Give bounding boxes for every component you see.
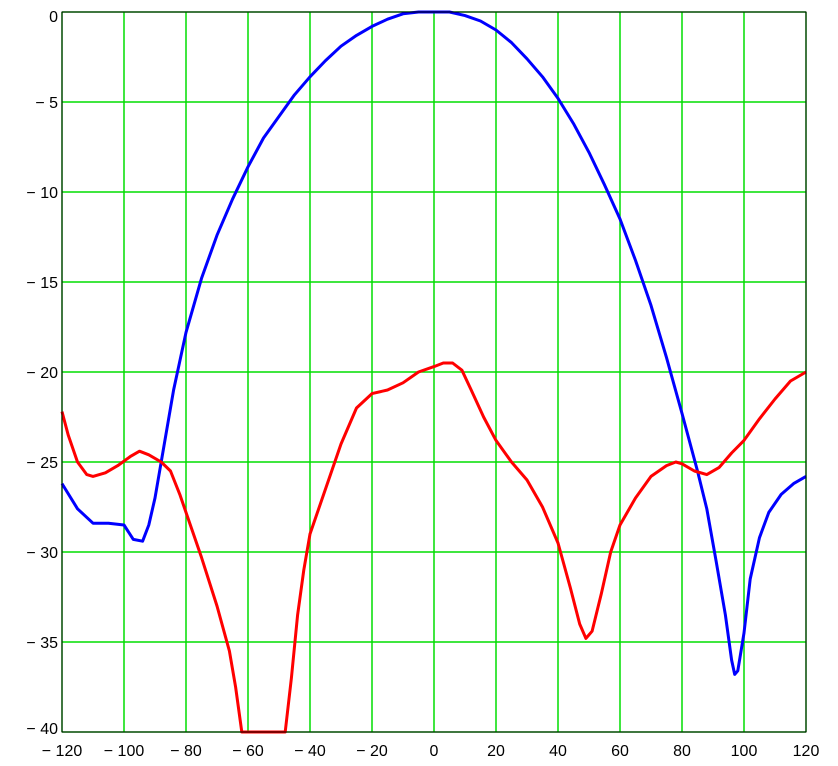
series-line-1 [60,361,807,734]
y-tick-label-2: − 10 [26,185,58,202]
y-tick-label-8: − 40 [26,721,58,738]
x-tick-label-9: 60 [611,743,629,760]
x-tick-label-4: − 40 [294,743,326,760]
y-tick-label-4: − 20 [26,365,58,382]
x-tick-label-6: 0 [430,743,439,760]
y-tick-label-6: − 30 [26,545,58,562]
y-tick-labels: 0 − 5 − 10 − 15 − 20 − 25 − 30 − 35 − 40 [26,9,58,738]
y-tick-label-1: − 5 [35,95,58,112]
x-tick-labels: − 120 − 100 − 80 − 60 − 40 − 20 0 20 40 60 80 100 12… [42,743,820,760]
x-tick-label-0: − 120 [42,743,83,760]
y-tick-label-0: 0 [49,9,58,26]
grid-lines [61,11,807,733]
x-tick-label-7: 20 [487,743,505,760]
y-tick-label-7: − 35 [26,635,58,652]
x-tick-label-12: 120 [793,743,820,760]
plot-frame [61,11,807,733]
x-tick-label-10: 80 [673,743,691,760]
x-tick-label-8: 40 [549,743,567,760]
x-tick-label-1: − 100 [104,743,145,760]
y-tick-label-5: − 25 [26,455,58,472]
y-tick-label-3: − 15 [26,275,58,292]
x-tick-label-2: − 80 [170,743,202,760]
x-tick-label-5: − 20 [356,743,388,760]
x-tick-label-3: − 60 [232,743,264,760]
x-tick-label-11: 100 [731,743,758,760]
